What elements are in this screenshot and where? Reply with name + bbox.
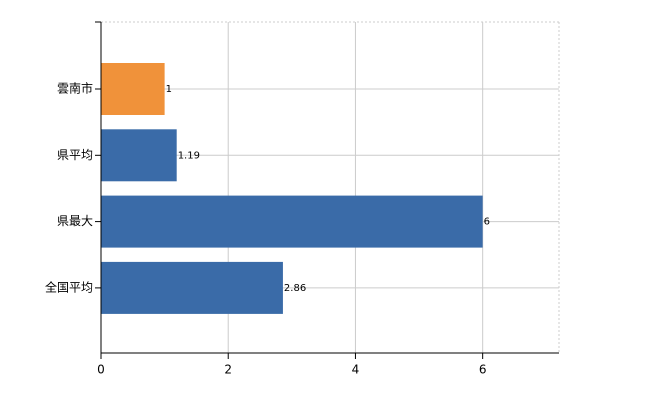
x-tick-label: 4 <box>352 363 360 377</box>
y-tick-label: 県最大 <box>57 214 93 228</box>
value-label: 6 <box>484 217 490 228</box>
value-label: 1 <box>166 84 172 95</box>
x-tick-label: 0 <box>97 363 105 377</box>
x-tick-label: 2 <box>224 363 232 377</box>
bar <box>101 63 165 115</box>
value-label: 1.19 <box>178 150 200 161</box>
bar <box>101 195 483 248</box>
bar <box>101 261 283 314</box>
bar <box>101 129 177 182</box>
y-tick-label: 雲南市 <box>57 81 93 96</box>
y-tick-label: 県平均 <box>57 148 93 162</box>
y-tick-label: 全国平均 <box>45 279 93 294</box>
value-label: 2.86 <box>284 283 306 294</box>
x-tick-label: 6 <box>479 363 487 377</box>
